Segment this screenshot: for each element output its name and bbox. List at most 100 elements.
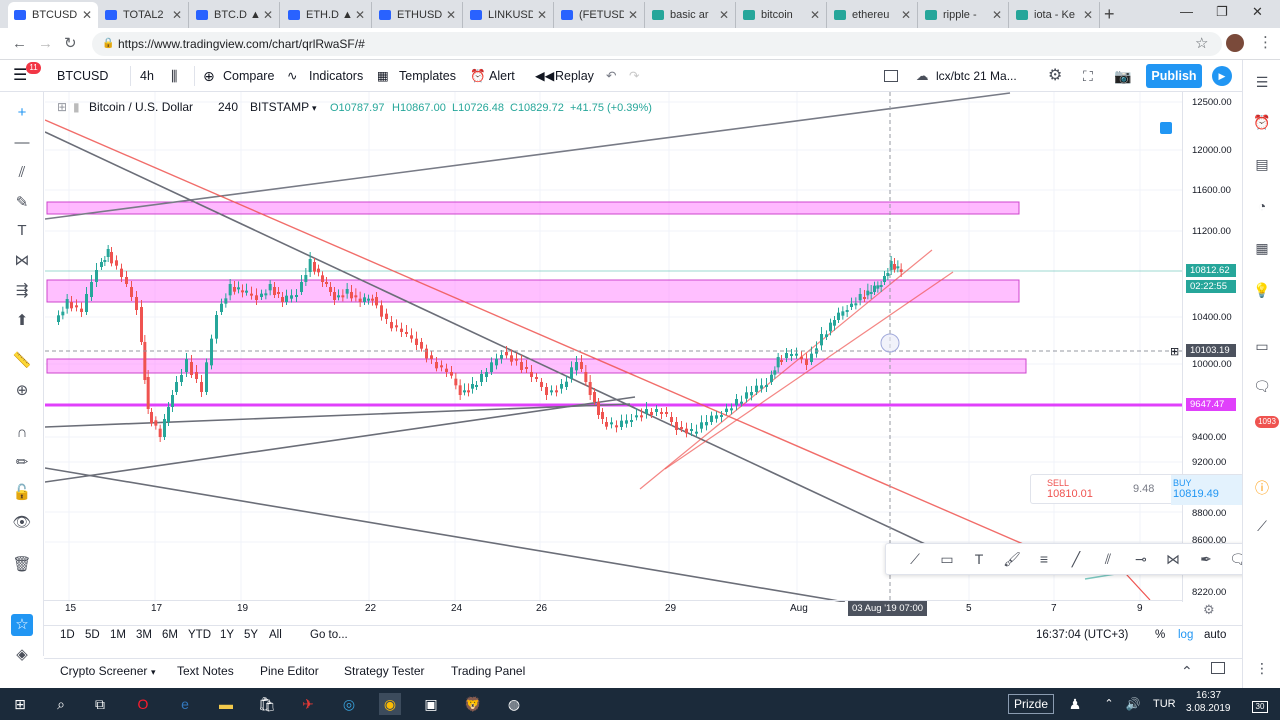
fullscreen-icon[interactable]: ⛶ xyxy=(1083,68,1093,84)
opera-icon[interactable]: O xyxy=(137,696,149,712)
alerts-clock-icon[interactable]: ⏰ xyxy=(1253,114,1271,130)
resistance-zone-upper[interactable] xyxy=(46,201,1020,215)
compare-plus-icon[interactable]: ⊕ xyxy=(203,68,215,84)
tab-close-icon[interactable]: ✕ xyxy=(900,8,911,22)
candles-icon[interactable]: ⫼ xyxy=(171,68,178,84)
search-icon[interactable]: ⌕ xyxy=(57,696,65,712)
prizde-button[interactable]: Prizde xyxy=(1008,694,1055,714)
log-scale-button[interactable]: log xyxy=(1178,629,1194,641)
notification-center-icon[interactable]: 30 xyxy=(1252,701,1268,713)
fib-icon[interactable]: ≡ xyxy=(1039,551,1049,567)
data-window-list-icon[interactable]: ▤ xyxy=(1255,156,1269,172)
language-indicator[interactable]: TUR xyxy=(1153,698,1176,710)
text-tool-icon[interactable]: T xyxy=(974,551,984,567)
legend-collapse-icon[interactable]: ⊞ xyxy=(57,100,68,114)
people-icon[interactable]: ♟ xyxy=(1068,696,1082,712)
watchlist-icon[interactable]: ☰ xyxy=(1255,74,1269,90)
volume-icon[interactable]: 🔊 xyxy=(1125,697,1141,711)
panel-tab[interactable]: Crypto Screener xyxy=(60,664,148,678)
chrome-icon[interactable]: ◉ xyxy=(379,693,401,715)
brave-icon[interactable]: 🦁 xyxy=(464,696,482,712)
axis-settings-gear-icon[interactable]: ⚙ xyxy=(1203,602,1215,617)
trend-line-icon[interactable]: — xyxy=(14,134,30,151)
tab-close-icon[interactable]: ✕ xyxy=(536,8,547,22)
app4-icon[interactable]: ◍ xyxy=(507,696,521,712)
camera-icon[interactable]: 📷 xyxy=(1114,68,1132,84)
auto-scale-button[interactable]: auto xyxy=(1204,629,1227,641)
percent-scale-button[interactable]: % xyxy=(1155,629,1166,641)
task-view-icon[interactable]: ⧉ xyxy=(95,696,105,712)
xabcd-pattern-icon[interactable]: ⋈ xyxy=(1166,551,1180,567)
browser-tab[interactable]: bitcoin ✕ xyxy=(737,2,827,28)
close-window-icon[interactable]: ✕ xyxy=(1252,4,1263,19)
browser-tab[interactable]: ethereu ✕ xyxy=(828,2,918,28)
layout-name[interactable]: lcx/btc 21 Ma... xyxy=(936,69,1017,83)
range-button[interactable]: 3M xyxy=(136,629,152,641)
lock-icon[interactable]: 🔓 xyxy=(12,484,32,501)
range-button[interactable]: 5D xyxy=(85,629,100,641)
compare-button[interactable]: Compare xyxy=(223,69,275,83)
prediction-icon[interactable]: ⇶ xyxy=(15,282,29,299)
channel-line[interactable] xyxy=(664,271,954,470)
line-tool-icon[interactable]: ╱ xyxy=(1071,551,1081,567)
time-axis[interactable] xyxy=(44,600,1182,622)
browser-tab[interactable]: BTC.D ▲ ✕ xyxy=(190,2,280,28)
app-icon[interactable]: ✈ xyxy=(302,696,314,712)
tab-close-icon[interactable]: ✕ xyxy=(81,8,92,22)
url-input[interactable]: 🔒 https://www.tradingview.com/chart/qrlR… xyxy=(92,32,1222,56)
tab-close-icon[interactable]: ✕ xyxy=(171,8,182,22)
settings-gear-icon[interactable]: ⚙ xyxy=(1048,67,1063,84)
range-button[interactable]: 1D xyxy=(60,629,75,641)
maximize-panel-icon[interactable] xyxy=(1211,662,1225,674)
eye-icon[interactable]: 👁 xyxy=(12,514,32,531)
buy-button[interactable] xyxy=(1171,475,1245,505)
hamburger-menu-icon[interactable]: ☰ xyxy=(13,67,28,84)
zoom-in-icon[interactable]: ⊕ xyxy=(15,382,29,399)
pitchfork-icon[interactable]: ⫽ xyxy=(18,164,26,181)
back-icon[interactable]: ← xyxy=(12,35,27,52)
trend-line[interactable] xyxy=(45,467,846,602)
browser-tab[interactable]: ETHUSD ✕ xyxy=(373,2,463,28)
panel-tab[interactable]: Text Notes xyxy=(177,664,234,678)
bookmark-star-icon[interactable]: ☆ xyxy=(1195,35,1209,52)
magnet-icon[interactable]: ∩ xyxy=(16,424,28,441)
panel-tab[interactable]: Strategy Tester xyxy=(344,664,425,678)
new-tab-button[interactable]: + xyxy=(1104,4,1115,24)
trend-line[interactable] xyxy=(45,131,926,545)
templates-button[interactable]: Templates xyxy=(399,69,456,83)
panel-tab[interactable]: Trading Panel xyxy=(451,664,526,678)
tab-close-icon[interactable]: ✕ xyxy=(354,8,365,22)
undo-icon[interactable]: ↶ xyxy=(606,69,617,83)
favorites-star-icon[interactable]: ☆ xyxy=(11,614,33,636)
reload-icon[interactable]: ↻ xyxy=(64,35,77,52)
range-button[interactable]: All xyxy=(269,629,282,641)
object-tree-icon[interactable]: ◈ xyxy=(16,646,28,663)
tab-close-icon[interactable]: ✕ xyxy=(262,8,273,22)
trash-icon[interactable]: 🗑 xyxy=(12,556,32,573)
forward-icon[interactable]: → xyxy=(38,35,53,52)
avatar[interactable] xyxy=(1226,34,1244,52)
trend-line[interactable] xyxy=(45,403,631,428)
crosshair-icon[interactable]: + xyxy=(17,104,27,121)
tab-close-icon[interactable]: ✕ xyxy=(1082,8,1093,22)
tab-close-icon[interactable]: ✕ xyxy=(718,8,729,22)
horizontal-ray-icon[interactable]: ⊸ xyxy=(1135,551,1147,567)
range-button[interactable]: YTD xyxy=(188,629,211,641)
crosshair-plus-icon[interactable]: ⊞ xyxy=(1170,346,1180,358)
interval-button[interactable]: 4h xyxy=(140,69,154,83)
browser-tab[interactable]: LINKUSD ✕ xyxy=(464,2,554,28)
text-icon[interactable]: T xyxy=(17,222,27,239)
tab-close-icon[interactable]: ✕ xyxy=(627,8,638,22)
support-zone[interactable] xyxy=(46,358,1027,374)
browser-tab[interactable]: TOTAL2 ✕ xyxy=(99,2,189,28)
go-to-date-button[interactable]: Go to... xyxy=(310,629,348,641)
maximize-icon[interactable]: ❐ xyxy=(1216,4,1228,19)
calendar-icon[interactable]: ▦ xyxy=(1255,240,1269,256)
pencil-lock-icon[interactable]: ✏ xyxy=(15,454,29,471)
windows-start-icon[interactable]: ⊞ xyxy=(14,696,26,712)
redo-icon[interactable]: ↷ xyxy=(629,69,640,83)
data-window-icon[interactable] xyxy=(1160,122,1172,134)
chat-icon[interactable]: 🗨 xyxy=(1253,378,1271,394)
channel-line[interactable] xyxy=(639,249,933,490)
publish-button[interactable]: Publish xyxy=(1146,64,1202,88)
